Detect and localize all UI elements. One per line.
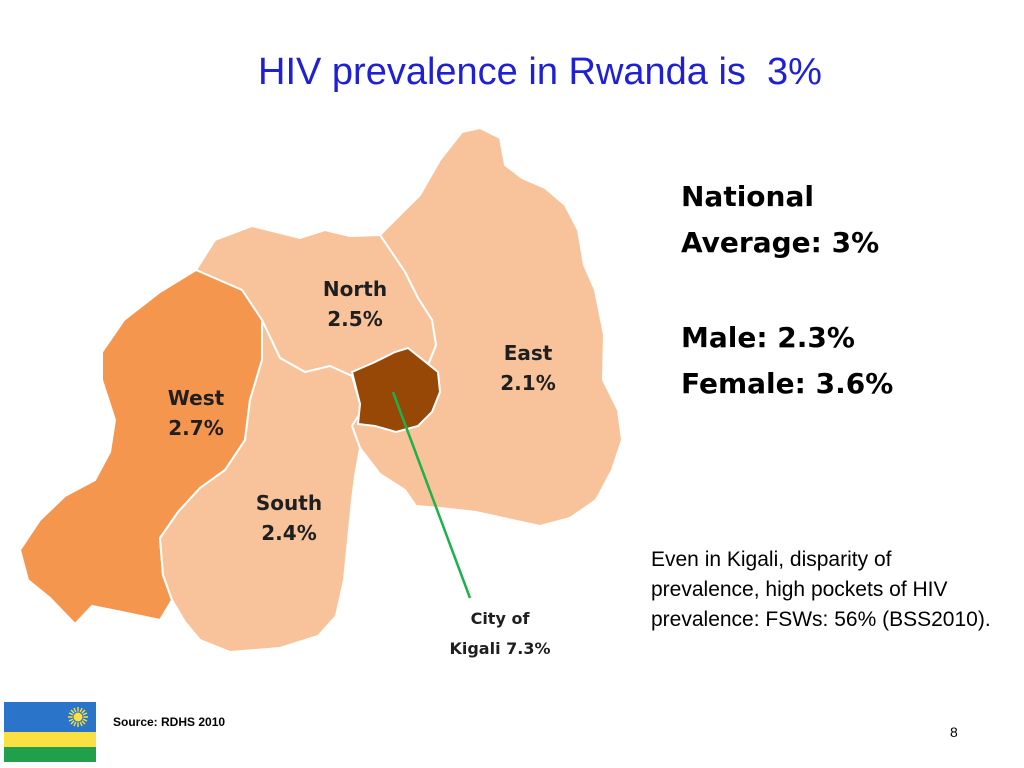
region-label-east: East 2.1% (468, 338, 588, 398)
kigali-label: City of Kigali 7.3% (436, 604, 564, 664)
region-label-north: North 2.5% (295, 274, 415, 334)
region-value-east: 2.1% (500, 371, 556, 395)
region-label-south: South 2.4% (229, 488, 349, 548)
kigali-pointer-line (391, 391, 472, 599)
region-value-north: 2.5% (327, 307, 383, 331)
region-value-south: 2.4% (261, 521, 317, 545)
kigali-label-line1: City of (470, 609, 530, 628)
kigali-label-line2: Kigali 7.3% (449, 639, 551, 658)
sun-icon (68, 707, 88, 727)
source-citation: Source: RDHS 2010 (113, 715, 226, 729)
male-prevalence: Male: 2.3% (681, 321, 855, 354)
flag-green-band (4, 747, 96, 762)
region-name-north: North (322, 277, 388, 301)
national-stats: National Average: 3% Male: 2.3% Female: … (681, 174, 893, 407)
slide-title: HIV prevalence in Rwanda is 3% (258, 51, 822, 93)
region-label-west: West 2.7% (136, 383, 256, 443)
region-kigali (350, 346, 442, 434)
national-average-line2: Average: 3% (681, 226, 880, 259)
national-average-line1: National (681, 180, 814, 213)
flag-yellow-band (4, 732, 96, 747)
female-prevalence: Female: 3.6% (681, 367, 894, 400)
region-value-west: 2.7% (168, 416, 224, 440)
rwanda-flag (4, 702, 96, 762)
kigali-disparity-note: Even in Kigali, disparity of prevalence,… (651, 548, 991, 631)
region-name-west: West (167, 386, 225, 410)
page-number: 8 (950, 724, 958, 740)
region-name-east: East (503, 341, 553, 365)
region-name-south: South (255, 491, 323, 515)
